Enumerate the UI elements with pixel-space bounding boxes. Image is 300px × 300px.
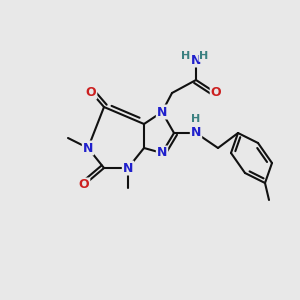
Text: N: N bbox=[157, 106, 167, 118]
Text: H: H bbox=[191, 114, 201, 124]
Text: N: N bbox=[191, 127, 201, 140]
Text: H: H bbox=[182, 51, 190, 61]
Text: N: N bbox=[123, 161, 133, 175]
Text: N: N bbox=[191, 53, 201, 67]
Text: N: N bbox=[157, 146, 167, 160]
Text: O: O bbox=[86, 85, 96, 98]
Text: O: O bbox=[79, 178, 89, 191]
Text: O: O bbox=[211, 86, 221, 100]
Text: N: N bbox=[83, 142, 93, 154]
Text: H: H bbox=[200, 51, 208, 61]
